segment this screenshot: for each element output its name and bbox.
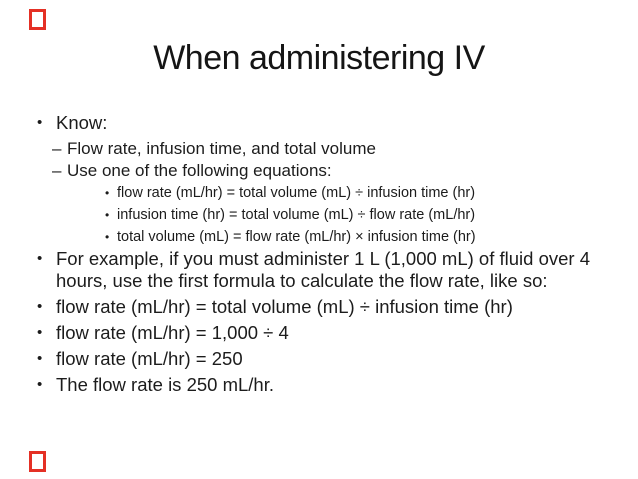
slide-title: When administering IV xyxy=(153,39,485,77)
bullet-item-flow-rate-list: – Flow rate, infusion time, and total vo… xyxy=(30,138,606,160)
bullet-text: For example, if you must administer 1 L … xyxy=(56,248,590,291)
bullet-text: flow rate (mL/hr) = 1,000 ÷ 4 xyxy=(56,322,289,343)
bullet-dot-icon: • xyxy=(37,376,43,393)
bullet-text: The flow rate is 250 mL/hr. xyxy=(56,374,274,395)
bullet-item-equation-infusion-time: • infusion time (hr) = total volume (mL)… xyxy=(30,205,606,226)
bullet-text: Flow rate, infusion time, and total volu… xyxy=(67,139,376,158)
bullet-text: Know: xyxy=(56,112,108,133)
bullet-dot-icon: • xyxy=(105,208,110,222)
dash-icon: – xyxy=(52,161,62,180)
bullet-item-calculation: • flow rate (mL/hr) = 1,000 ÷ 4 xyxy=(30,322,606,344)
bullet-dot-icon: • xyxy=(37,350,43,367)
bullet-dot-icon: • xyxy=(105,230,110,244)
bullet-item-formula: • flow rate (mL/hr) = total volume (mL) … xyxy=(30,296,606,318)
bullet-item-equation-flow-rate: • flow rate (mL/hr) = total volume (mL) … xyxy=(30,183,606,204)
dash-icon: – xyxy=(52,139,62,158)
equation-text: infusion time (hr) = total volume (mL) ÷… xyxy=(117,207,476,223)
bullet-text: flow rate (mL/hr) = 250 xyxy=(56,348,243,369)
bullet-item-conclusion: • The flow rate is 250 mL/hr. xyxy=(30,374,606,396)
bullet-dot-icon: • xyxy=(37,324,43,341)
red-rectangle-marker-bottom-left xyxy=(29,451,46,472)
bullet-dot-icon: • xyxy=(105,186,110,200)
equation-text: flow rate (mL/hr) = total volume (mL) ÷ … xyxy=(117,185,476,201)
bullet-text: Use one of the following equations: xyxy=(67,161,332,180)
bullet-item-use-equations: – Use one of the following equations: xyxy=(30,160,606,182)
bullet-text: flow rate (mL/hr) = total volume (mL) ÷ … xyxy=(56,296,513,317)
slide-body: • Know: – Flow rate, infusion time, and … xyxy=(30,104,606,396)
red-rectangle-marker-top-left xyxy=(29,9,46,30)
bullet-dot-icon: • xyxy=(37,298,43,315)
bullet-item-equation-total-volume: • total volume (mL) = flow rate (mL/hr) … xyxy=(30,227,606,248)
bullet-dot-icon: • xyxy=(37,250,43,267)
equation-text: total volume (mL) = flow rate (mL/hr) × … xyxy=(117,229,476,245)
bullet-dot-icon: • xyxy=(37,114,43,131)
bullet-item-result: • flow rate (mL/hr) = 250 xyxy=(30,348,606,370)
bullet-item-know: • Know: xyxy=(30,112,606,134)
bullet-item-example: • For example, if you must administer 1 … xyxy=(30,248,606,292)
